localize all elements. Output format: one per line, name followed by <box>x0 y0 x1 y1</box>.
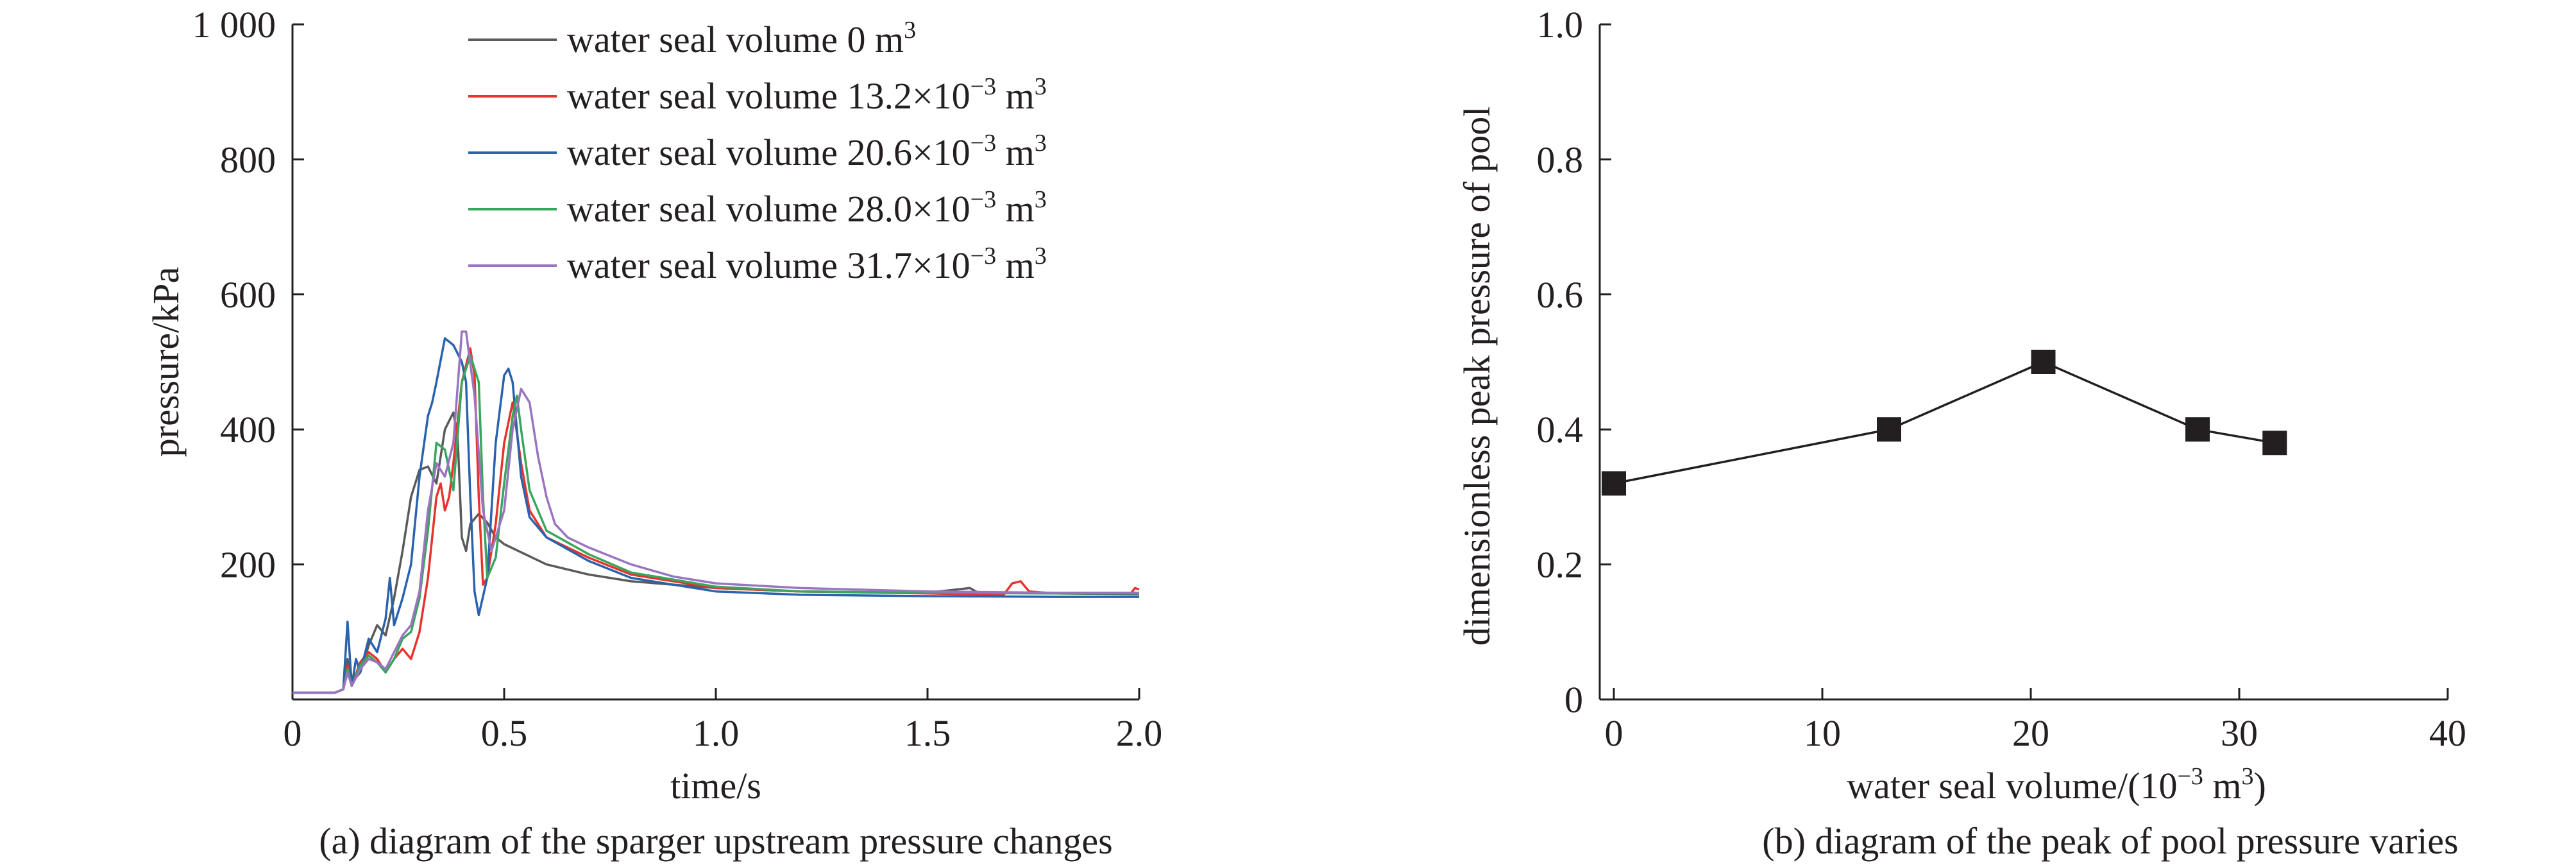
x-tick-label: 2.0 <box>1116 712 1163 754</box>
y-tick-label: 0.6 <box>1537 274 1584 316</box>
y-axis-title: pressure/kPa <box>145 267 187 457</box>
x-tick-label: 1.5 <box>904 712 951 754</box>
panel-a-pressure-chart: 0 0.5 1.0 1.5 2.0 200 400 600 800 1 000 time/s pres… <box>145 4 1162 862</box>
y-tick-label: 0.8 <box>1537 139 1584 180</box>
x-tick-label: 30 <box>2221 712 2258 754</box>
x-axis-title: water seal volume/(10−3​ m3​) <box>1847 763 2266 807</box>
caption-a: (a) diagram of the sparger upstream pres… <box>319 820 1112 862</box>
y-tick-label: 400 <box>220 409 276 450</box>
x-tick-label: 1.0 <box>693 712 740 754</box>
data-point-marker <box>2031 350 2056 374</box>
y-axis-title: dimensionless peak pressure of pool <box>1456 107 1498 646</box>
data-point-marker <box>2262 431 2287 456</box>
legend-label-4: water seal volume 31.7×10−3​ m3​ <box>567 243 1047 286</box>
x-tick-label: 0.5 <box>481 712 528 754</box>
y-tick-label: 800 <box>220 139 276 180</box>
series-line-0 <box>1613 361 2275 485</box>
legend-label-3: water seal volume 28.0×10−3​ m3​ <box>567 186 1047 230</box>
legend-label-0: water seal volume 0 m3​ <box>567 17 916 60</box>
caption-b: (b) diagram of the peak of pool pressure… <box>1762 820 2459 862</box>
x-axis-title: time/s <box>670 765 761 807</box>
series-line-0 <box>292 411 1140 694</box>
panel-b-peak-pressure-chart: 0 10 20 30 40 0 0.2 0.4 0.6 0.8 1.0 water seal volu… <box>1456 4 2466 862</box>
x-tick-label: 0 <box>1605 712 1623 754</box>
legend-label-2: water seal volume 20.6×10−3​ m3​ <box>567 130 1047 173</box>
y-tick-label: 0 <box>1564 679 1583 721</box>
series-line-2 <box>292 337 1139 694</box>
series-line-1 <box>292 347 1140 694</box>
y-tick-label: 1 000 <box>192 4 276 46</box>
data-point-marker <box>1877 417 1901 442</box>
y-tick-label: 600 <box>220 274 276 316</box>
data-point-marker <box>2185 417 2210 442</box>
data-point-marker <box>1602 471 1626 496</box>
series-line-4 <box>292 330 1139 694</box>
y-tick-label: 200 <box>220 544 276 586</box>
series-line-3 <box>292 354 1139 694</box>
y-tick-label: 0.2 <box>1537 544 1584 586</box>
x-tick-label: 0 <box>284 712 302 754</box>
x-tick-label: 20 <box>2012 712 2049 754</box>
y-tick-label: 0.4 <box>1537 409 1584 450</box>
y-tick-label: 1.0 <box>1537 4 1584 46</box>
legend-label-1: water seal volume 13.2×10−3​ m3​ <box>567 73 1047 117</box>
x-tick-label: 10 <box>1804 712 1841 754</box>
x-tick-label: 40 <box>2429 712 2466 754</box>
